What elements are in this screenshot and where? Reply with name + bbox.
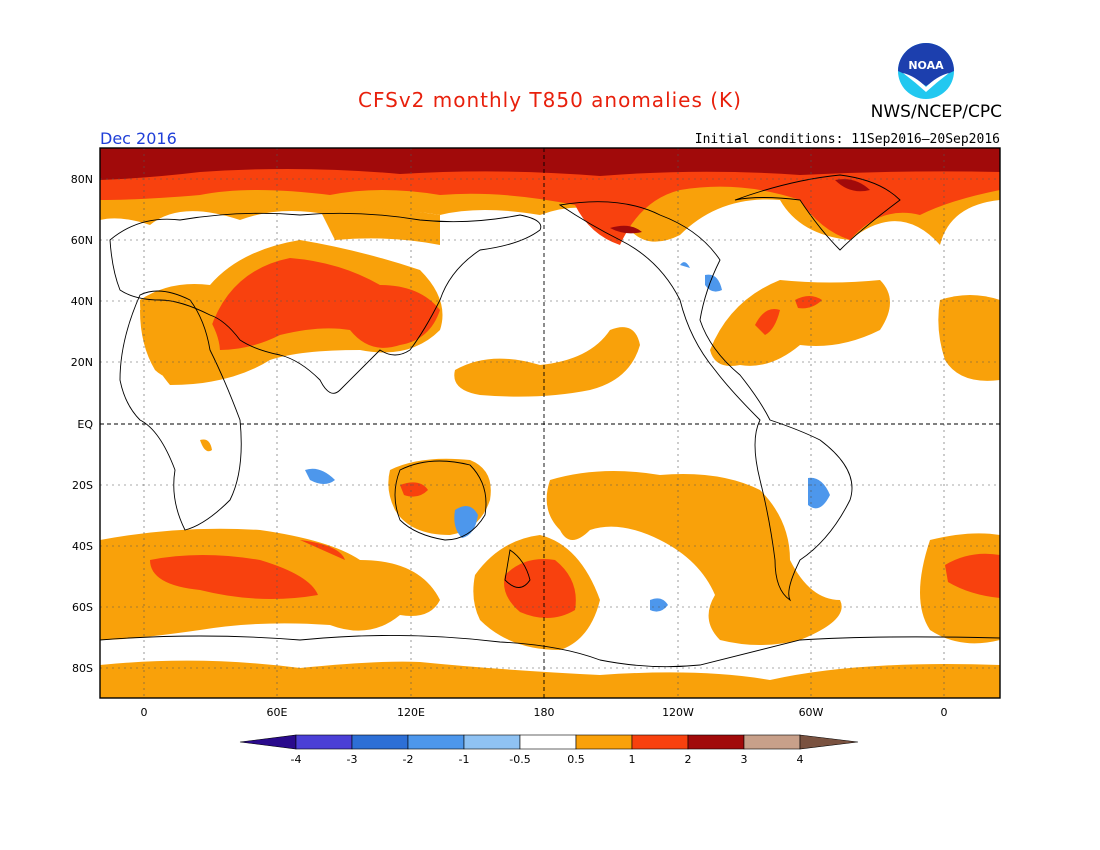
graticule	[100, 148, 1000, 698]
lat-label: 40N	[71, 295, 93, 308]
lat-label: 80S	[72, 662, 93, 675]
legend-swatch	[407, 734, 465, 750]
noaa-logo: NOAA	[898, 43, 954, 99]
latitude-labels: 80N 60N 40N 20N EQ 20S 40S 60S 80S	[71, 173, 94, 675]
map-title: CFSv2 monthly T850 anomalies (K)	[358, 88, 742, 112]
legend-tick-label: -2	[403, 753, 414, 766]
legend-swatch	[631, 734, 689, 750]
legend-tick-label: 0.5	[567, 753, 585, 766]
lon-label: 60W	[799, 706, 824, 719]
legend-swatch	[295, 734, 353, 750]
initial-conditions: Initial conditions: 11Sep2016–20Sep2016	[694, 132, 1000, 147]
map-frame	[99, 147, 1001, 699]
forecast-month: Dec 2016	[100, 129, 177, 148]
lat-label: 80N	[71, 173, 93, 186]
legend-swatch	[463, 734, 521, 750]
coastlines	[100, 174, 1000, 668]
legend-tick-label: 1	[629, 753, 636, 766]
noaa-logo-text: NOAA	[908, 59, 944, 72]
legend-tick-label: -3	[347, 753, 358, 766]
lon-label: 60E	[267, 706, 288, 719]
legend-swatch	[519, 734, 577, 750]
legend-tick-label: -0.5	[509, 753, 530, 766]
legend-tick-label: 3	[741, 753, 748, 766]
lat-label: 60N	[71, 234, 93, 247]
legend-swatch	[351, 734, 409, 750]
lat-label: EQ	[77, 418, 93, 431]
lon-label: 0	[141, 706, 148, 719]
legend-tick-label: -4	[291, 753, 302, 766]
legend-swatch	[239, 734, 297, 750]
longitude-labels: 0 60E 120E 180 120W 60W 0	[141, 706, 948, 719]
agency-label: NWS/NCEP/CPC	[870, 102, 1002, 122]
legend-swatch	[575, 734, 633, 750]
lat-label: 40S	[72, 540, 93, 553]
legend-swatch	[799, 734, 859, 750]
lat-label: 20S	[72, 479, 93, 492]
lat-label: 60S	[72, 601, 93, 614]
legend-swatch	[687, 734, 745, 750]
lon-label: 0	[941, 706, 948, 719]
lon-label: 120W	[662, 706, 694, 719]
legend-tick-label: -1	[459, 753, 470, 766]
lat-label: 20N	[71, 356, 93, 369]
legend-swatch	[743, 734, 801, 750]
lon-label: 120E	[397, 706, 425, 719]
lon-label: 180	[534, 706, 555, 719]
legend-tick-label: 4	[797, 753, 804, 766]
legend-tick-label: 2	[685, 753, 692, 766]
color-legend: -4 -3 -2 -1 -0.5 0.5 1 2 3 4	[239, 734, 859, 766]
